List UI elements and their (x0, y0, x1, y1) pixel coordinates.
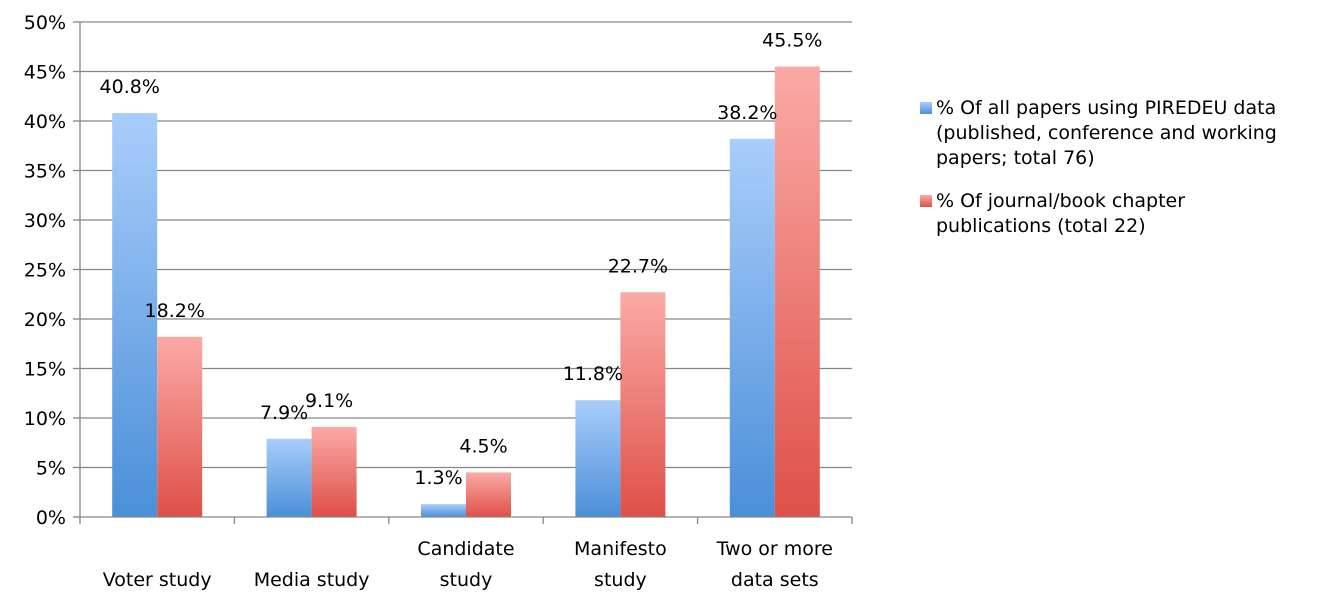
y-tick-label: 45% (24, 62, 66, 84)
y-tick-label: 50% (24, 12, 66, 34)
bar-chart: 0% 5% 10% 15% 20% 25% 30% 35% 40% 45% 50% 40.8% 18.… (24, 12, 853, 591)
bar-series-1 (575, 400, 621, 517)
bar-series-1 (112, 113, 158, 517)
data-label-series-1: 40.8% (100, 76, 160, 98)
legend-label-all-papers: % Of all papers using PIREDEU data (publi… (936, 97, 1277, 169)
bar-series-2 (157, 336, 203, 517)
y-tick-label: 30% (24, 210, 66, 232)
y-tick-label: 5% (36, 458, 66, 480)
bar-series-1 (729, 138, 775, 517)
y-tick-label: 0% (36, 507, 66, 529)
data-label-series-1: 1.3% (414, 467, 462, 489)
bars (112, 66, 820, 518)
y-tick-label: 35% (24, 161, 66, 183)
bar-series-2 (466, 472, 511, 517)
y-axis-ticks: 0% 5% 10% 15% 20% 25% 30% 35% 40% 45% 50% (24, 12, 80, 529)
data-label-series-2: 4.5% (459, 435, 507, 457)
data-label-series-2: 18.2% (145, 300, 205, 322)
y-tick-label: 25% (24, 260, 66, 282)
legend-item-journal-book: % Of journal/book chapter publications (t… (920, 189, 1330, 239)
data-label-series-2: 9.1% (305, 390, 353, 412)
legend: % Of all papers using PIREDEU data (publi… (920, 96, 1330, 257)
category-labels: Voter study Media study Candidate study Mani… (103, 538, 833, 591)
y-tick-label: 15% (24, 359, 66, 381)
category-label: Manifesto study (574, 538, 667, 591)
data-label-series-2: 45.5% (762, 30, 822, 52)
category-label: Two or more data sets (716, 538, 833, 591)
bar-series-2 (311, 426, 357, 517)
legend-swatch-all-papers (920, 102, 932, 114)
bar-series-1 (421, 504, 466, 517)
bar-series-1 (266, 438, 312, 517)
data-label-series-1: 11.8% (563, 363, 623, 385)
axes (79, 22, 853, 524)
data-label-series-2: 22.7% (608, 255, 668, 277)
y-tick-label: 40% (24, 111, 66, 133)
category-label: Media study (254, 569, 370, 591)
category-label: Candidate study (417, 538, 514, 591)
legend-label-journal-book: % Of journal/book chapter publications (t… (936, 190, 1186, 237)
legend-swatch-journal-book (920, 195, 932, 207)
bar-series-2 (774, 66, 820, 518)
data-labels: 40.8% 18.2% 7.9%9.1% 1.3% 4.5% 11.8% 22.7% 38.2… (100, 30, 823, 490)
data-label-series-1: 7.9% (260, 402, 308, 424)
y-tick-label: 20% (24, 309, 66, 331)
y-tick-label: 10% (24, 408, 66, 430)
data-label-series-1: 38.2% (717, 102, 777, 124)
category-label: Voter study (103, 569, 212, 591)
legend-item-all-papers: % Of all papers using PIREDEU data (publi… (920, 96, 1330, 171)
bar-series-2 (620, 292, 666, 517)
gridlines (80, 21, 852, 469)
